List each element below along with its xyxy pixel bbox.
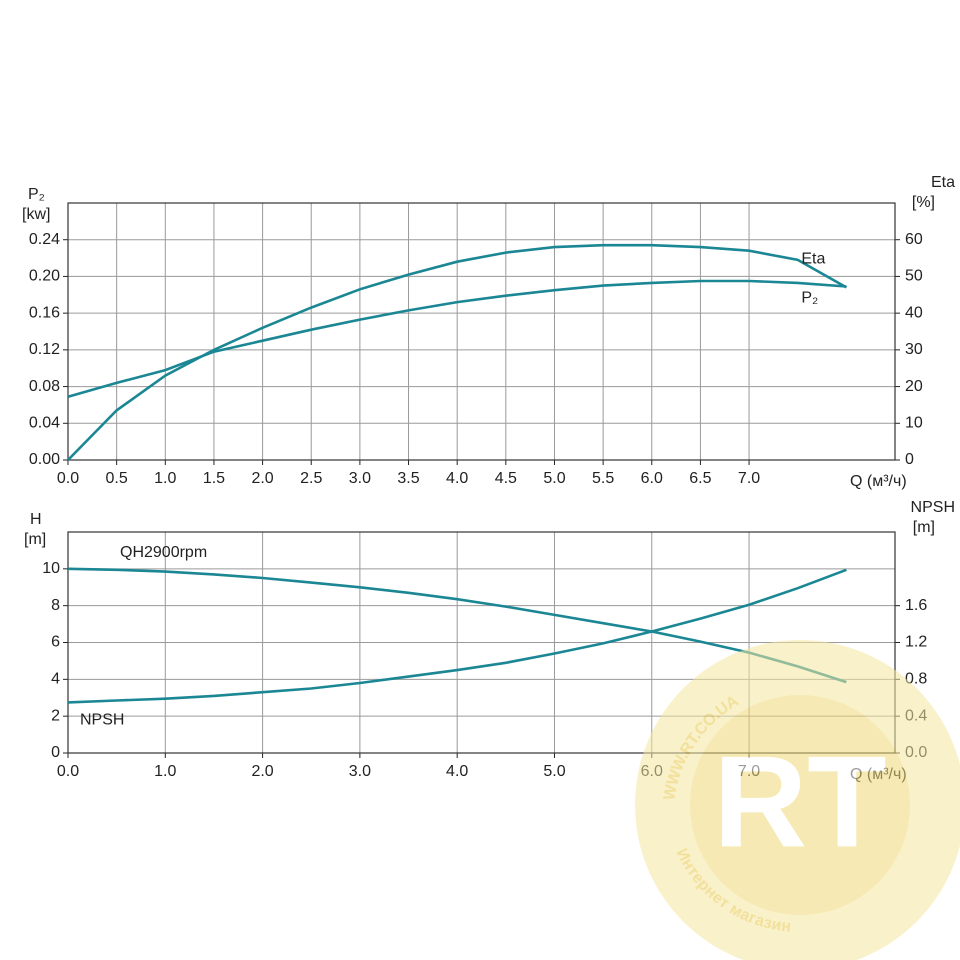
y2-tick-label: 1.2 xyxy=(905,634,927,651)
x-tick-label: 4.0 xyxy=(446,763,468,780)
y-tick-label: 0.00 xyxy=(29,451,60,468)
y2-axis-title: Eta xyxy=(931,174,955,191)
x-tick-label: 3.0 xyxy=(349,763,371,780)
y2-axis-unit: [%] xyxy=(912,194,935,211)
y-axis-unit: [m] xyxy=(24,531,46,548)
series-label: NPSH xyxy=(80,712,124,729)
x-tick-label: 0.5 xyxy=(106,470,128,487)
x-tick-label: 3.5 xyxy=(397,470,419,487)
series-line xyxy=(67,567,847,684)
plot-frame xyxy=(67,531,896,754)
y-tick-label: 0.12 xyxy=(29,341,60,358)
y-tick-label: 0 xyxy=(51,744,60,761)
x-tick-label: 2.0 xyxy=(251,763,273,780)
y-tick-label: 2 xyxy=(51,707,60,724)
x-tick-label: 6.5 xyxy=(689,470,711,487)
watermark-logo: RT xyxy=(713,728,886,874)
y2-tick-label: 60 xyxy=(905,231,923,248)
x-tick-label: 1.5 xyxy=(203,470,225,487)
x-tick-label: 2.5 xyxy=(300,470,322,487)
x-tick-label: 4.5 xyxy=(495,470,517,487)
y-tick-label: 0.08 xyxy=(29,378,60,395)
y-tick-label: 10 xyxy=(42,560,60,577)
y-axis-title: H xyxy=(30,511,42,528)
series-label: Eta xyxy=(801,251,825,268)
y2-tick-label: 50 xyxy=(905,268,923,285)
x-tick-label: 6.0 xyxy=(641,470,663,487)
chart: 0.0 0.5 1.0 1.5 2.0 2.5 3.0 3.5 4.0 4.5 5.0 5.5 6.0 6… xyxy=(22,174,955,490)
series-label: QH2900rpm xyxy=(120,544,207,561)
x-tick-label: 5.5 xyxy=(592,470,614,487)
y2-tick-label: 10 xyxy=(905,415,923,432)
x-tick-label: 0.0 xyxy=(57,763,79,780)
x-tick-label: 0.0 xyxy=(57,470,79,487)
x-tick-label: 5.0 xyxy=(543,763,565,780)
y-tick-label: 8 xyxy=(51,597,60,614)
x-tick-label: 4.0 xyxy=(446,470,468,487)
y-axis-unit: [kw] xyxy=(22,206,50,223)
y2-tick-label: 1.6 xyxy=(905,597,927,614)
x-tick-label: 1.0 xyxy=(154,470,176,487)
y-tick-label: 0.20 xyxy=(29,268,60,285)
x-tick-label: 7.0 xyxy=(738,470,760,487)
x-tick-label: 2.0 xyxy=(251,470,273,487)
series-line xyxy=(67,279,847,398)
x-tick-label: 3.0 xyxy=(349,470,371,487)
y2-tick-label: 20 xyxy=(905,378,923,395)
series-label: P₂ xyxy=(801,290,818,307)
y-tick-label: 0.24 xyxy=(29,231,60,248)
x-tick-label: 1.0 xyxy=(154,763,176,780)
y2-tick-label: 0 xyxy=(905,451,914,468)
y2-axis-unit: [m] xyxy=(913,519,935,536)
watermark: WWW.RT.CO.UA RT Интернет магазин xyxy=(635,640,960,960)
y2-axis-title: NPSH xyxy=(911,499,955,516)
y-tick-label: 0.16 xyxy=(29,304,60,321)
y-tick-label: 4 xyxy=(51,671,60,688)
y-axis-title: P₂ xyxy=(28,186,45,203)
x-tick-label: 5.0 xyxy=(543,470,565,487)
watermark-inner xyxy=(690,695,910,915)
y-tick-label: 6 xyxy=(51,634,60,651)
x-axis-title: Q (м³/ч) xyxy=(850,473,907,490)
series-line xyxy=(67,568,847,704)
y-tick-label: 0.04 xyxy=(29,415,60,432)
y2-tick-label: 30 xyxy=(905,341,923,358)
y2-tick-label: 40 xyxy=(905,304,923,321)
plot-frame xyxy=(67,202,896,461)
